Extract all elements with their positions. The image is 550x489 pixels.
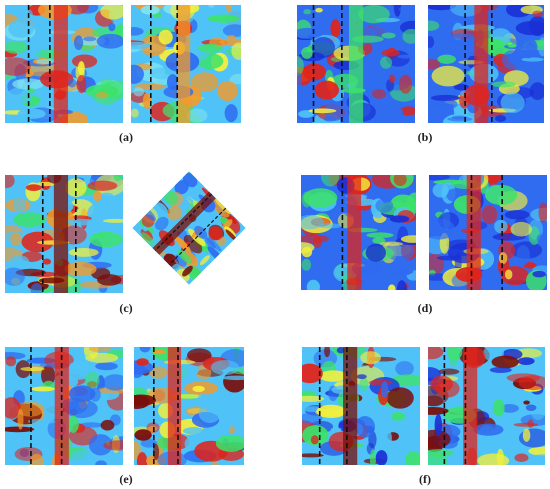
heatmap-b-right-svg xyxy=(428,5,544,123)
heatmap-e-right xyxy=(134,347,244,465)
heatmap-e-right-svg xyxy=(134,347,244,465)
heatmap-d-left xyxy=(301,175,416,290)
heatmap-d-right-svg xyxy=(429,175,547,290)
panel-label-b: (b) xyxy=(417,130,433,144)
panel-label-d: (d) xyxy=(417,301,433,315)
heatmap-a-right xyxy=(131,5,241,123)
heatmap-f-right xyxy=(428,347,545,465)
heatmap-d-right xyxy=(429,175,547,290)
heatmap-f-left xyxy=(302,347,420,465)
heatmap-b-left-svg xyxy=(297,5,415,123)
heatmap-c-left xyxy=(5,175,123,293)
heatmap-e-left xyxy=(5,347,123,465)
heatmap-b-right xyxy=(428,5,544,123)
heatmap-f-right-svg xyxy=(428,347,545,465)
heatmap-f-left-svg xyxy=(302,347,420,465)
heatmap-e-left-svg xyxy=(5,347,123,465)
heatmap-a-right-svg xyxy=(131,5,241,123)
heatmap-a-left-svg xyxy=(5,5,123,123)
panel-label-e: (e) xyxy=(119,472,133,486)
heatmap-a-left xyxy=(5,5,123,123)
heatmap-c-left-svg xyxy=(5,175,123,293)
panel-label-c: (c) xyxy=(119,301,133,315)
heatmap-c-right-svg xyxy=(132,171,246,285)
panel-label-f: (f) xyxy=(419,472,431,486)
panel-label-a: (a) xyxy=(119,130,133,144)
heatmap-d-left-svg xyxy=(301,175,416,290)
heatmap-b-left xyxy=(297,5,415,123)
heatmap-c-right xyxy=(132,171,246,285)
heatmap-c-right-wrap xyxy=(132,171,246,285)
